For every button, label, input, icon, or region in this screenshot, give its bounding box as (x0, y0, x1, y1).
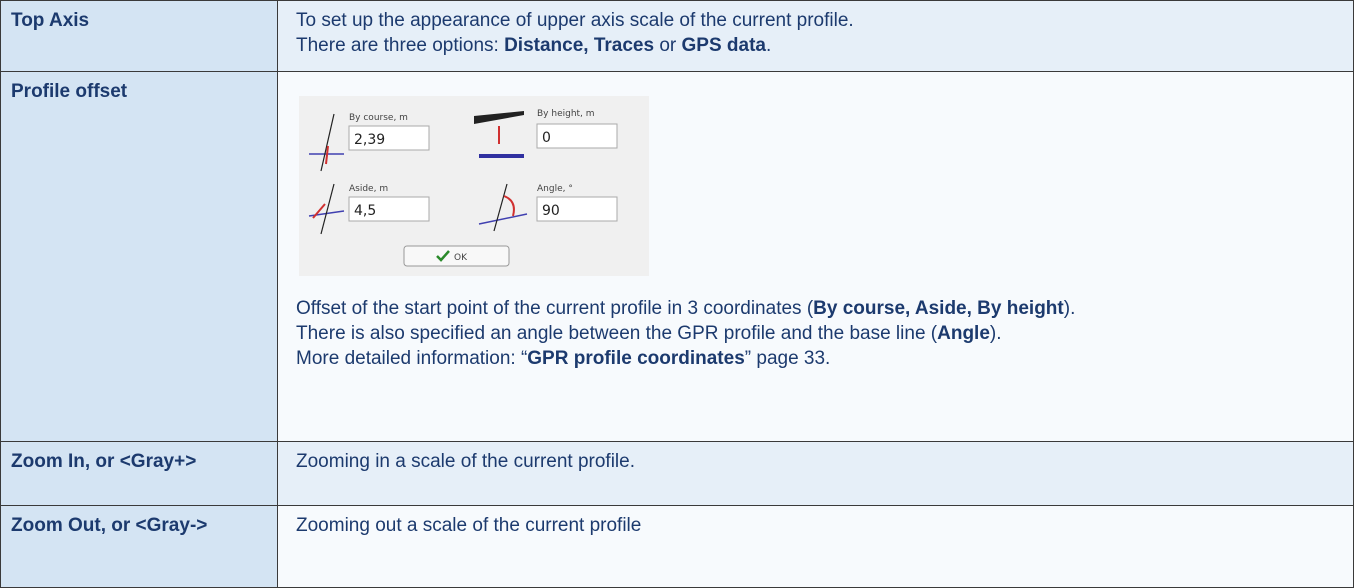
text: or (654, 35, 682, 56)
icon (325, 145, 329, 165)
bold-text: By course, Aside, By height (813, 298, 1064, 319)
bold-text: GPS data (681, 35, 766, 56)
paragraph: Offset of the start point of the current… (296, 296, 1343, 321)
paragraph: Zooming out a scale of the current profi… (296, 513, 1343, 538)
field (536, 196, 618, 222)
text: There are three options: (296, 35, 505, 56)
text: ). (989, 323, 1002, 344)
field-value: 2,39 (354, 132, 385, 148)
row-label: Profile offset (0, 71, 278, 442)
icon (474, 111, 524, 124)
bold-text: Angle (937, 323, 990, 344)
paragraph: Zooming in a scale of the current profil… (296, 449, 1343, 474)
row-content: Zooming in a scale of the current profil… (277, 441, 1354, 506)
text: There is also specified an angle between… (296, 323, 938, 344)
field-value: 4,5 (354, 203, 376, 219)
bold-text: GPR profile coordinates (527, 348, 745, 369)
field-value: 0 (542, 130, 551, 146)
text: Zooming in a scale of the current profil… (296, 451, 636, 472)
text: To set up the appearance of upper axis s… (296, 10, 854, 31)
text: More detailed information: “ (296, 348, 528, 369)
icon (493, 183, 508, 232)
row-content: By course, m 2,39 By height, m 0 Aside, … (277, 71, 1354, 442)
field (348, 125, 430, 151)
text: ” page 33. (744, 348, 831, 369)
offset-dialog: By course, m 2,39 By height, m 0 Aside, … (299, 96, 649, 276)
icon (503, 195, 515, 217)
text: ). (1063, 298, 1076, 319)
icon (320, 113, 335, 172)
icon (436, 250, 450, 262)
row-label: Top Axis (0, 0, 278, 72)
field-label: By height, m (537, 109, 595, 119)
paragraph: There is also specified an angle between… (296, 321, 1343, 346)
ok-button[interactable] (403, 245, 510, 267)
paragraph: More detailed information: “GPR profile … (296, 346, 1343, 371)
field-value: 90 (542, 203, 560, 219)
icon (320, 183, 335, 235)
row-label: Zoom Out, or <Gray-> (0, 505, 278, 588)
field (348, 196, 430, 222)
bold-text: Distance, Traces (504, 35, 655, 56)
field-label: By course, m (349, 113, 408, 123)
paragraph: There are three options: Distance, Trace… (296, 33, 1343, 58)
text: . (766, 35, 772, 56)
row-content: To set up the appearance of upper axis s… (277, 0, 1354, 72)
row-label: Zoom In, or <Gray+> (0, 441, 278, 506)
text: Zooming out a scale of the current profi… (296, 515, 642, 536)
field (536, 123, 618, 149)
text: Offset of the start point of the current… (296, 298, 814, 319)
field-label: Aside, m (349, 184, 388, 194)
row-content: Zooming out a scale of the current profi… (277, 505, 1354, 588)
icon (312, 203, 326, 219)
field-label: Angle, ° (537, 184, 573, 194)
paragraph: To set up the appearance of upper axis s… (296, 8, 1343, 33)
button-label: OK (454, 253, 468, 263)
icon (478, 213, 528, 225)
